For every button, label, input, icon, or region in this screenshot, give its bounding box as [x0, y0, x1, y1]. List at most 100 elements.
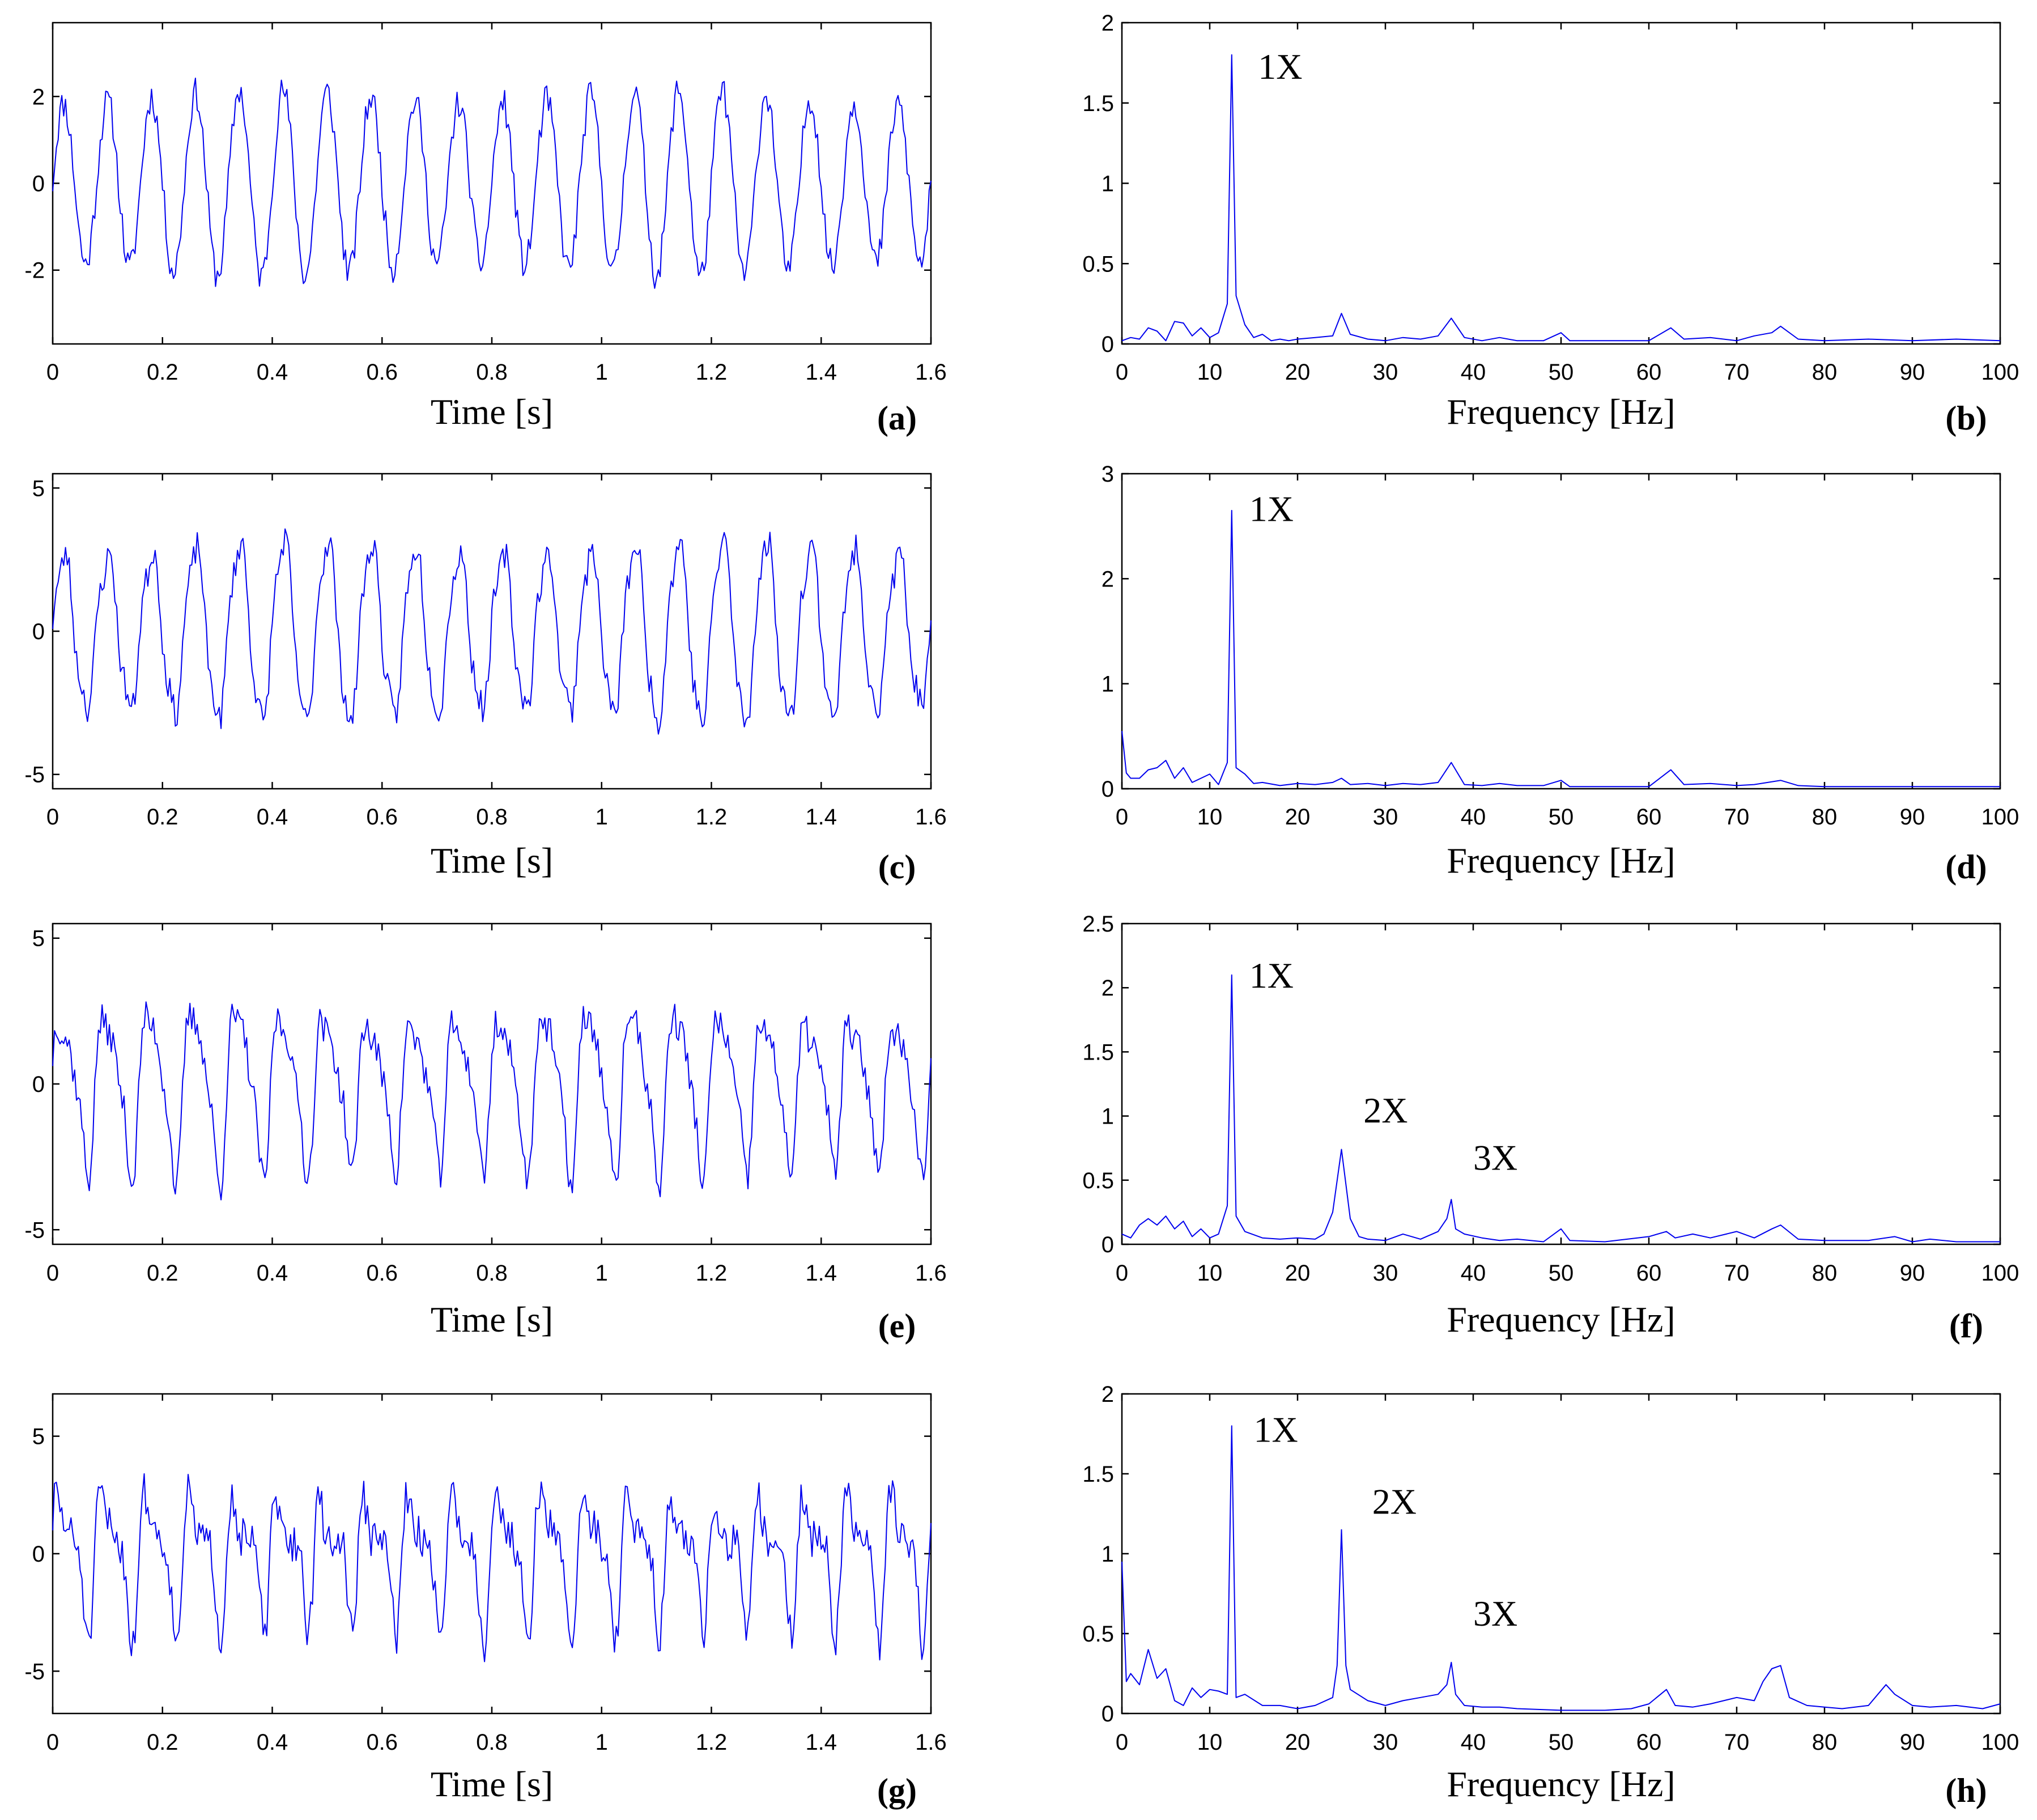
x-tick-label: 50	[1549, 360, 1574, 385]
peak-annotation: 1X	[1249, 955, 1294, 996]
panel-b: 0 10 20 30 40 50 60 70 80 90 100 0 0.5 1 1.5 2 1X Frequen…	[1082, 11, 2019, 437]
x-tick-label: 30	[1373, 805, 1398, 830]
peak-annotation: 2X	[1363, 1090, 1407, 1130]
x-tick-label: 60	[1636, 805, 1662, 830]
x-tick-label: 0.2	[147, 1730, 178, 1755]
x-axis-label: Frequency [Hz]	[1447, 392, 1675, 432]
peak-annotation: 1X	[1258, 46, 1302, 87]
panel-h: 0 10 20 30 40 50 60 70 80 90 100 0 0.5 1 1.5 2 1X 2X 3X Fre…	[1082, 1382, 2019, 1809]
x-tick-label: 10	[1197, 1730, 1223, 1755]
x-tick-label: 1.2	[696, 1730, 728, 1755]
x-tick-label: 100	[1981, 1730, 2019, 1755]
y-tick-label: -5	[24, 1659, 45, 1684]
x-tick-label: 0.6	[366, 805, 398, 830]
x-tick-label: 0.2	[147, 805, 178, 830]
y-tick-label: 2	[32, 84, 45, 109]
x-tick-label: 50	[1549, 1261, 1574, 1286]
x-tick-label: 0	[1116, 805, 1128, 830]
y-tick-label: 0	[32, 1542, 45, 1567]
panel-label: (c)	[878, 848, 916, 886]
y-tick-label: 0.5	[1082, 252, 1114, 277]
y-tick-label: -5	[24, 1218, 45, 1243]
x-tick-label: 1	[596, 1730, 608, 1755]
x-tick-label: 10	[1197, 1261, 1223, 1286]
peak-annotation: 1X	[1254, 1410, 1298, 1450]
series-line-h-0	[1121, 1425, 2001, 1711]
panel-label: (f)	[1949, 1307, 1983, 1345]
peak-annotation: 2X	[1372, 1482, 1417, 1522]
x-tick-label: 50	[1549, 805, 1574, 830]
x-tick-label: 0.4	[257, 805, 288, 830]
peak-annotation: 1X	[1249, 488, 1294, 529]
x-tick-label: 90	[1900, 360, 1925, 385]
x-tick-label: 80	[1812, 360, 1838, 385]
x-tick-label: 100	[1981, 1261, 2019, 1286]
y-tick-label: 1.5	[1082, 91, 1114, 116]
x-tick-label: 70	[1724, 1261, 1750, 1286]
x-tick-label: 0	[46, 360, 59, 385]
x-tick-label: 0.8	[476, 360, 508, 385]
y-tick-label: 3	[1102, 462, 1114, 487]
x-tick-label: 70	[1724, 360, 1750, 385]
x-tick-label: 80	[1812, 1261, 1838, 1286]
x-tick-label: 30	[1373, 360, 1398, 385]
x-tick-label: 40	[1461, 805, 1486, 830]
panel-f: 0 10 20 30 40 50 60 70 80 90 100 0 0.5 1 1.5 2 2.5 1X 2X 3X…	[1082, 912, 2019, 1345]
x-tick-label: 40	[1461, 360, 1486, 385]
x-tick-label: 1.6	[915, 360, 947, 385]
x-tick-label: 30	[1373, 1730, 1398, 1755]
panel-label: (a)	[877, 399, 917, 437]
panel-a: 0 0.2 0.4 0.6 0.8 1 1.2 1.4 1.6 -2 0 2 Time [s] (a)	[24, 22, 947, 437]
x-tick-label: 100	[1981, 360, 2019, 385]
x-tick-label: 50	[1549, 1730, 1574, 1755]
x-tick-label: 30	[1373, 1261, 1398, 1286]
x-tick-label: 40	[1461, 1730, 1486, 1755]
x-tick-label: 0.4	[257, 1730, 288, 1755]
x-tick-label: 40	[1461, 1261, 1486, 1286]
x-tick-label: 1.4	[805, 360, 837, 385]
peak-annotation: 3X	[1473, 1593, 1517, 1634]
x-tick-label: 1.2	[696, 360, 728, 385]
series-line-b-0	[1121, 54, 2001, 342]
axes-frame-e	[52, 922, 932, 1245]
y-tick-label: 2	[1102, 976, 1114, 1001]
y-tick-label: 5	[32, 926, 45, 951]
series-line-e-0	[52, 1001, 932, 1201]
x-tick-label: 0.8	[476, 1730, 508, 1755]
x-tick-label: 1	[596, 1261, 608, 1286]
y-tick-label: -2	[24, 258, 45, 283]
panel-label: (e)	[878, 1307, 916, 1345]
x-tick-label: 0.6	[366, 1261, 398, 1286]
panel-g: 0 0.2 0.4 0.6 0.8 1 1.2 1.4 1.6 -5 0 5 Time [s] (g)	[24, 1393, 947, 1809]
x-tick-label: 0.4	[257, 360, 288, 385]
x-tick-label: 10	[1197, 360, 1223, 385]
x-tick-label: 80	[1812, 805, 1838, 830]
x-axis-label: Time [s]	[431, 1764, 553, 1804]
x-tick-label: 20	[1285, 360, 1311, 385]
y-tick-label: 1.5	[1082, 1462, 1114, 1487]
x-tick-label: 70	[1724, 1730, 1750, 1755]
x-tick-label: 10	[1197, 805, 1223, 830]
x-tick-label: 80	[1812, 1730, 1838, 1755]
x-tick-label: 0.6	[366, 1730, 398, 1755]
x-tick-label: 1	[596, 805, 608, 830]
y-tick-label: 0	[1102, 777, 1114, 802]
x-tick-label: 20	[1285, 1730, 1311, 1755]
x-tick-label: 60	[1636, 1261, 1662, 1286]
x-axis-label: Time [s]	[431, 392, 553, 432]
x-tick-label: 0	[1116, 1730, 1128, 1755]
series-line-d-0	[1121, 509, 2000, 788]
x-axis-label: Frequency [Hz]	[1447, 1764, 1675, 1804]
y-tick-label: 1.5	[1082, 1040, 1114, 1065]
x-tick-label: 1.2	[696, 805, 728, 830]
axes-frame-b	[1121, 22, 2001, 345]
x-tick-label: 0	[1116, 360, 1128, 385]
panel-label: (g)	[877, 1772, 917, 1809]
x-tick-label: 60	[1636, 1730, 1662, 1755]
y-tick-label: 0	[32, 172, 45, 197]
x-tick-label: 1.4	[805, 1730, 837, 1755]
x-tick-label: 1.6	[915, 1261, 947, 1286]
